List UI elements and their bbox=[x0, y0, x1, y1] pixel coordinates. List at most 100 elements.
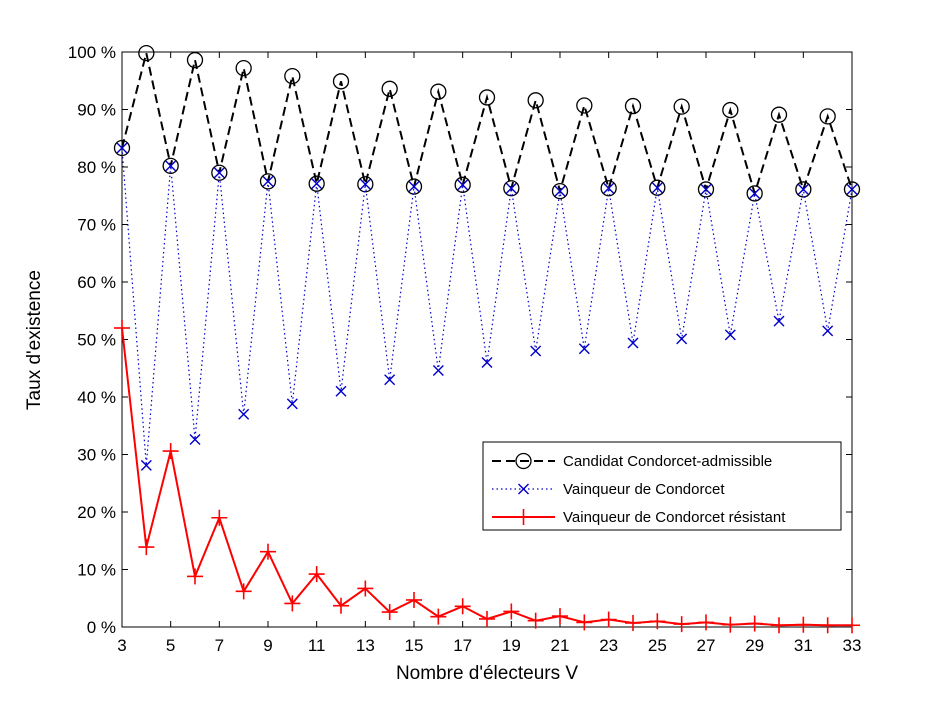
legend-entry: Vainqueur de Condorcet résistant bbox=[492, 509, 786, 526]
data-point bbox=[308, 175, 325, 192]
data-point bbox=[795, 616, 812, 633]
x-tick-label: 29 bbox=[745, 636, 764, 655]
data-point bbox=[308, 566, 325, 583]
series-1 bbox=[113, 45, 861, 202]
data-point bbox=[724, 329, 736, 341]
data-point bbox=[405, 178, 423, 195]
data-point bbox=[260, 543, 276, 560]
data-point bbox=[576, 614, 593, 631]
x-tick-label: 19 bbox=[502, 636, 521, 655]
data-point bbox=[140, 459, 152, 471]
data-point bbox=[624, 97, 642, 115]
data-point bbox=[116, 142, 128, 154]
data-point bbox=[603, 182, 615, 194]
series-layer bbox=[113, 45, 861, 634]
data-point bbox=[773, 315, 785, 327]
data-point bbox=[186, 51, 204, 69]
data-point bbox=[162, 443, 179, 460]
x-tick-label: 31 bbox=[794, 636, 813, 655]
data-point bbox=[649, 613, 666, 630]
data-point bbox=[430, 608, 447, 625]
x-tick-label: 17 bbox=[453, 636, 472, 655]
data-point bbox=[408, 181, 420, 193]
legend-entry: Candidat Condorcet-admissible bbox=[492, 452, 772, 470]
y-tick-label: 0 % bbox=[87, 618, 116, 637]
data-point bbox=[162, 157, 179, 175]
data-point bbox=[749, 187, 761, 199]
data-point bbox=[333, 597, 349, 614]
data-point bbox=[357, 176, 374, 193]
x-tick-label: 27 bbox=[697, 636, 716, 655]
data-point bbox=[286, 398, 298, 410]
data-point bbox=[819, 617, 836, 634]
data-point bbox=[262, 175, 274, 187]
data-point bbox=[552, 608, 568, 625]
y-tick-label: 10 % bbox=[77, 561, 116, 580]
data-point bbox=[578, 343, 590, 355]
data-point bbox=[697, 181, 715, 198]
data-point bbox=[479, 610, 495, 627]
data-point bbox=[359, 178, 371, 190]
data-point bbox=[551, 182, 569, 200]
x-tick-label: 9 bbox=[263, 636, 272, 655]
data-point bbox=[165, 160, 177, 172]
data-point bbox=[213, 167, 225, 179]
legend-label: Vainqueur de Condorcet bbox=[563, 481, 725, 498]
legend-entry: Vainqueur de Condorcet bbox=[492, 481, 725, 498]
legend-marker bbox=[515, 452, 532, 470]
y-tick-label: 80 % bbox=[77, 158, 116, 177]
legend-label: Vainqueur de Condorcet résistant bbox=[563, 509, 786, 526]
legend-label: Candidat Condorcet-admissible bbox=[563, 453, 772, 470]
data-point bbox=[238, 408, 250, 420]
axis-ticks: 3 5 7 9 11 13 15 17 19 21 23 25 27 29 31 33 0 % 10 % 20 % 3… bbox=[68, 43, 862, 655]
data-point bbox=[189, 434, 201, 446]
data-point bbox=[503, 180, 520, 197]
x-tick-label: 25 bbox=[648, 636, 667, 655]
y-axis-title: Taux d'existence bbox=[24, 270, 45, 410]
data-point bbox=[138, 539, 155, 556]
y-tick-label: 50 % bbox=[77, 331, 116, 350]
data-point bbox=[138, 45, 155, 62]
data-point bbox=[822, 325, 834, 337]
x-tick-label: 11 bbox=[308, 636, 326, 655]
data-point bbox=[673, 98, 690, 115]
y-tick-label: 70 % bbox=[77, 216, 116, 235]
legend: Candidat Condorcet-admissible Vainqueur d… bbox=[482, 441, 842, 531]
data-point bbox=[381, 80, 398, 97]
x-tick-label: 21 bbox=[551, 636, 570, 655]
data-point bbox=[187, 568, 203, 585]
x-tick-label: 23 bbox=[599, 636, 618, 655]
data-point bbox=[259, 173, 277, 190]
data-point bbox=[454, 598, 471, 615]
x-tick-label: 13 bbox=[356, 636, 375, 655]
x-tick-label: 33 bbox=[843, 636, 862, 655]
data-point bbox=[527, 92, 544, 109]
x-tick-label: 3 bbox=[117, 636, 126, 655]
data-point bbox=[843, 181, 861, 198]
plot-area bbox=[121, 51, 853, 628]
data-point bbox=[600, 611, 617, 628]
series-3 bbox=[114, 320, 860, 634]
data-point bbox=[625, 614, 641, 631]
data-point bbox=[722, 101, 739, 119]
data-point bbox=[576, 97, 593, 114]
data-point bbox=[284, 595, 301, 612]
data-point bbox=[430, 83, 447, 100]
series-line bbox=[121, 52, 853, 197]
data-point bbox=[211, 164, 228, 181]
data-point bbox=[332, 73, 350, 90]
data-point bbox=[746, 615, 763, 632]
y-tick-label: 40 % bbox=[77, 388, 116, 407]
data-point bbox=[527, 612, 544, 629]
data-point bbox=[795, 181, 812, 198]
data-point bbox=[457, 179, 469, 191]
data-point bbox=[700, 183, 712, 195]
data-point bbox=[235, 59, 252, 77]
data-point bbox=[432, 365, 444, 377]
x-tick-label: 7 bbox=[215, 636, 224, 655]
data-point bbox=[600, 180, 617, 197]
data-point bbox=[530, 345, 542, 357]
data-point bbox=[746, 185, 763, 202]
data-point bbox=[797, 183, 809, 195]
y-tick-label: 20 % bbox=[77, 503, 116, 522]
